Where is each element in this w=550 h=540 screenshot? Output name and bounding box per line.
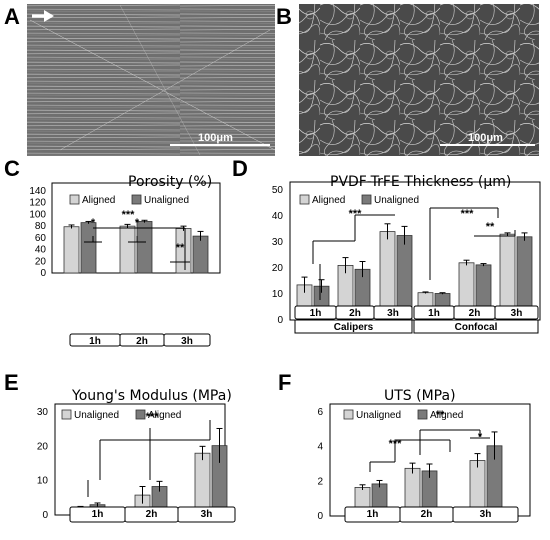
category-label: 2h bbox=[421, 509, 433, 520]
legend-label: Unaligned bbox=[356, 410, 401, 421]
category-label: 3h bbox=[387, 308, 399, 319]
y-tick-label: 10 bbox=[272, 289, 284, 300]
legend-label: Aligned bbox=[148, 410, 181, 421]
legend-label: Aligned bbox=[82, 195, 115, 206]
y-tick-label: 0 bbox=[40, 268, 46, 279]
significance-marker: * bbox=[91, 217, 96, 229]
significance-marker: *** bbox=[349, 208, 363, 220]
panel-label-e: E bbox=[4, 370, 19, 395]
scale-text-a: 100μm bbox=[198, 132, 233, 144]
category-label: 1h bbox=[428, 308, 440, 319]
category-label: 2h bbox=[349, 308, 361, 319]
y-tick-label: 0 bbox=[317, 511, 323, 522]
significance-marker: ** bbox=[436, 409, 445, 421]
bar bbox=[192, 235, 209, 274]
bar bbox=[63, 226, 80, 274]
bar bbox=[119, 225, 136, 274]
category-box bbox=[163, 333, 211, 347]
significance-marker: *** bbox=[461, 208, 475, 220]
legend-swatch bbox=[299, 194, 310, 205]
category-box bbox=[373, 305, 413, 320]
legend-label: Unaligned bbox=[374, 195, 419, 206]
legend-swatch bbox=[343, 409, 354, 420]
y-tick-label: 20 bbox=[272, 263, 284, 274]
y-tick-label: 40 bbox=[272, 211, 284, 222]
legend-swatch bbox=[131, 194, 142, 205]
legend-label: Unaligned bbox=[144, 195, 189, 206]
scale-text-b: 100μm bbox=[468, 132, 503, 144]
y-tick-label: 60 bbox=[35, 233, 47, 244]
significance-marker: * bbox=[135, 217, 140, 229]
chart-title: Young's Modulus (MPa) bbox=[71, 388, 232, 404]
legend-swatch bbox=[135, 409, 146, 420]
category-box bbox=[452, 506, 519, 523]
legend-swatch bbox=[61, 409, 72, 420]
category-label: 2h bbox=[136, 336, 148, 347]
bar bbox=[80, 222, 97, 274]
chart-title: Porosity (%) bbox=[128, 174, 212, 190]
category-label: 3h bbox=[511, 308, 523, 319]
legend-swatch bbox=[361, 194, 372, 205]
category-label: 3h bbox=[480, 509, 492, 520]
legend-swatch bbox=[69, 194, 80, 205]
y-tick-label: 20 bbox=[35, 256, 47, 267]
legend-swatch bbox=[417, 409, 428, 420]
significance-marker: *** bbox=[146, 411, 160, 423]
bar bbox=[136, 221, 153, 274]
legend-label: Aligned bbox=[430, 410, 463, 421]
category-label: 1h bbox=[367, 509, 379, 520]
legend-label: Aligned bbox=[312, 195, 345, 206]
group-box bbox=[294, 319, 413, 334]
category-label: 2h bbox=[469, 308, 481, 319]
y-tick-label: 0 bbox=[42, 510, 48, 521]
category-label: 1h bbox=[89, 336, 101, 347]
significance-marker: ** bbox=[176, 242, 185, 254]
group-label: Confocal bbox=[455, 322, 498, 333]
legend-label: Unaligned bbox=[74, 410, 119, 421]
sem-image-aligned bbox=[27, 4, 276, 156]
y-tick-label: 30 bbox=[37, 407, 49, 418]
panel-label-a: A bbox=[4, 4, 20, 29]
category-box bbox=[177, 506, 236, 523]
y-tick-label: 30 bbox=[272, 237, 284, 248]
arrow-icon bbox=[32, 10, 54, 22]
category-box bbox=[494, 305, 539, 320]
significance-marker: ** bbox=[486, 221, 495, 233]
y-tick-label: 2 bbox=[317, 476, 323, 487]
y-tick-label: 0 bbox=[277, 315, 283, 326]
category-label: 2h bbox=[146, 509, 158, 520]
significance-marker: *** bbox=[122, 209, 136, 221]
panel-label-d: D bbox=[232, 156, 248, 181]
bar bbox=[194, 452, 211, 516]
panel-label-b: B bbox=[276, 4, 292, 29]
group-label: Calipers bbox=[334, 322, 374, 333]
sem-image-random bbox=[299, 4, 539, 156]
y-tick-label: 6 bbox=[317, 407, 323, 418]
y-tick-label: 40 bbox=[35, 245, 47, 256]
y-tick-label: 20 bbox=[37, 441, 49, 452]
category-label: 3h bbox=[201, 509, 213, 520]
panel-label-f: F bbox=[278, 370, 291, 395]
y-tick-label: 140 bbox=[29, 186, 46, 197]
y-tick-label: 100 bbox=[29, 209, 46, 220]
y-tick-label: 50 bbox=[272, 185, 284, 196]
y-tick-label: 4 bbox=[317, 442, 323, 453]
plot-frame bbox=[51, 182, 221, 274]
panel-label-c: C bbox=[4, 156, 20, 181]
category-label: 1h bbox=[310, 308, 322, 319]
y-tick-label: 10 bbox=[37, 476, 49, 487]
category-label: 1h bbox=[92, 509, 104, 520]
chart-title: UTS (MPa) bbox=[384, 388, 456, 404]
category-label: 3h bbox=[181, 336, 193, 347]
group-box bbox=[413, 319, 539, 334]
y-tick-label: 80 bbox=[35, 221, 47, 232]
y-tick-label: 120 bbox=[29, 198, 46, 209]
